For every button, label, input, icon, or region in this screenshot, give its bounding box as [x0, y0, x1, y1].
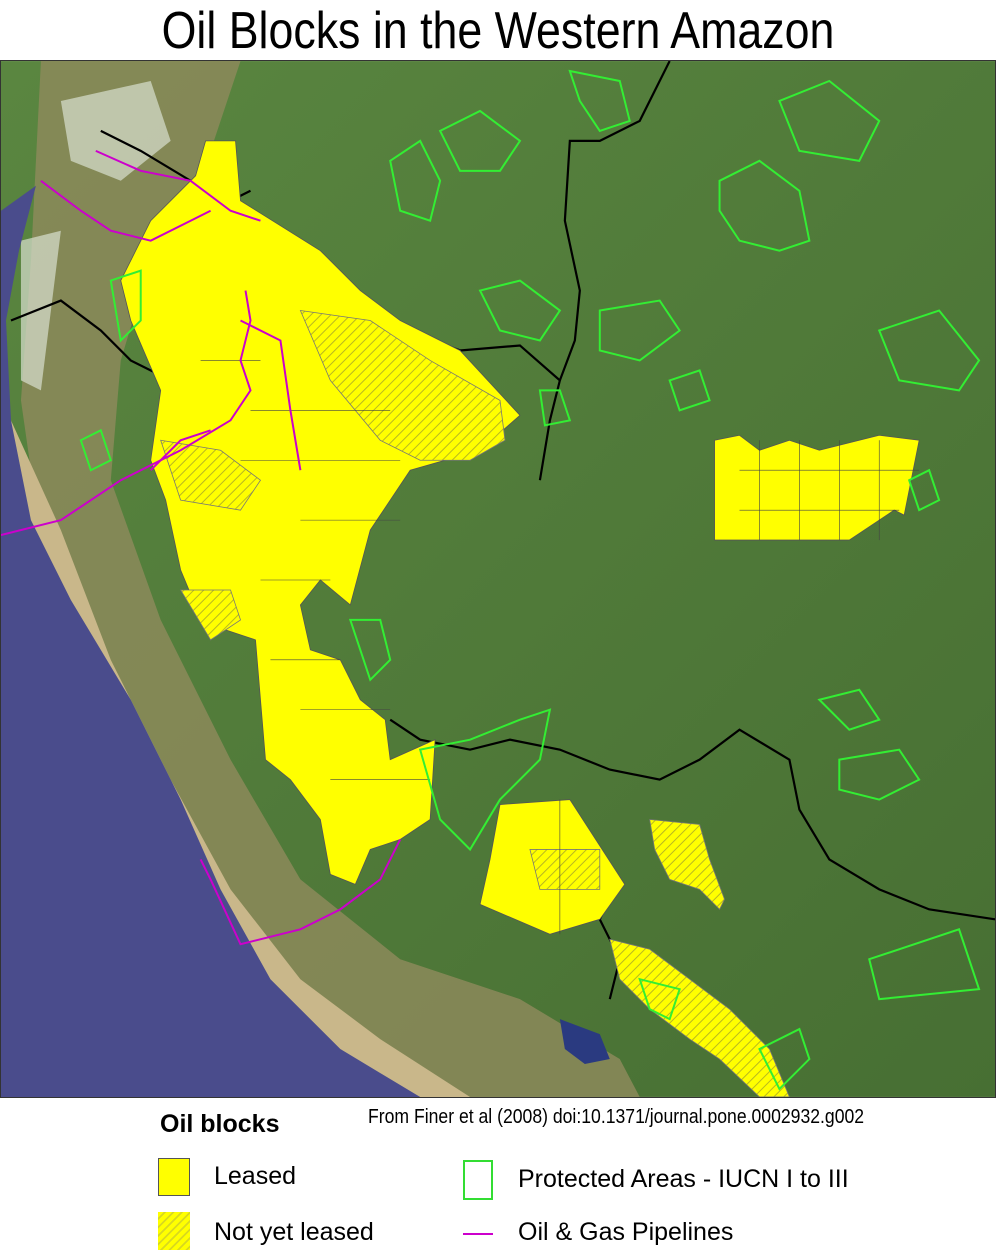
- pacific-ocean: [1, 185, 421, 1097]
- legend-label-leased: Leased: [214, 1162, 297, 1190]
- legend-swatch-leased: [158, 1158, 190, 1196]
- block-subdivisions: [200, 360, 920, 935]
- oil-blocks-not-yet-leased: [160, 310, 790, 1097]
- legend-swatch-protected-areas: [463, 1160, 493, 1200]
- lake-titicaca: [559, 1019, 610, 1065]
- citation: From Finer et al (2008) doi:10.1371/jour…: [368, 1106, 865, 1128]
- legend-swatch-not-yet-leased: [158, 1212, 190, 1250]
- legend-heading: Oil blocks: [160, 1110, 280, 1138]
- map-title: Oil Blocks in the Western Amazon: [161, 2, 835, 60]
- legend-label-protected-areas: Protected Areas - IUCN I to III: [518, 1165, 849, 1193]
- oil-gas-pipelines: [1, 149, 402, 946]
- legend-label-pipelines: Oil & Gas Pipelines: [518, 1218, 734, 1246]
- protected-areas: [79, 69, 981, 1091]
- legend-swatch-pipelines: [463, 1233, 493, 1235]
- legend-label-not-yet-leased: Not yet leased: [214, 1218, 374, 1246]
- satellite-map: [0, 60, 996, 1098]
- andes-snow: [20, 81, 171, 391]
